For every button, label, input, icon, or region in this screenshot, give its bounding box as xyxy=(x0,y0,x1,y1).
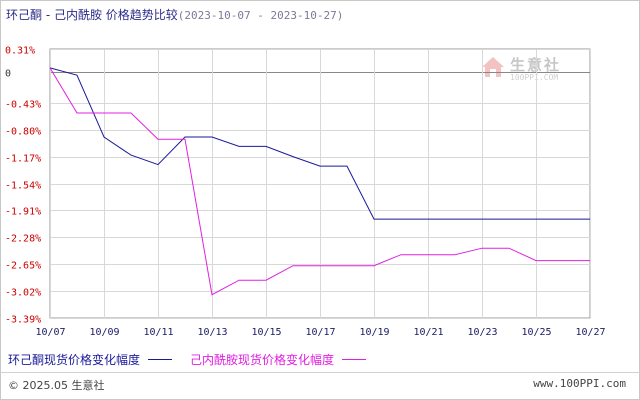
y-tick-label: -1.54% xyxy=(5,181,41,192)
y-tick-label: -1.17% xyxy=(5,154,41,165)
series-line-1 xyxy=(49,67,590,220)
chart-title: 环己酮 - 己内酰胺 价格趋势比较(2023-10-07 - 2023-10-2… xyxy=(6,6,343,23)
x-tick-label: 10/13 xyxy=(197,327,227,338)
x-tick-label: 10/19 xyxy=(359,327,389,338)
footer-bar xyxy=(0,372,640,399)
legend-label-series1: 环己酮现货价格变化幅度 xyxy=(8,353,141,367)
y-tick-label: -1.91% xyxy=(5,207,41,218)
y-tick-label: -2.28% xyxy=(5,234,41,245)
y-tick-label: -3.02% xyxy=(5,288,41,299)
x-tick-label: 10/11 xyxy=(143,327,173,338)
y-tick-label: 0 xyxy=(5,69,11,80)
legend-swatch-series2 xyxy=(342,359,367,360)
legend-swatch-series1 xyxy=(148,359,173,360)
x-tick-label: 10/27 xyxy=(575,327,605,338)
footer-link[interactable]: www.100PPI.com xyxy=(533,377,626,390)
y-tick-label: -3.39% xyxy=(5,315,41,326)
x-tick-label: 10/09 xyxy=(89,327,119,338)
x-tick-label: 10/17 xyxy=(305,327,335,338)
y-tick-label: -0.80% xyxy=(5,127,41,138)
legend-item-series1: 环己酮现货价格变化幅度 xyxy=(8,351,173,368)
chart-title-main: 环己酮 - 己内酰胺 价格趋势比较 xyxy=(6,8,178,22)
y-tick-label: -2.65% xyxy=(5,261,41,272)
watermark-url: 100PPI.COM xyxy=(510,73,559,82)
chart-date-range: (2023-10-07 - 2023-10-27) xyxy=(177,9,344,22)
watermark-name: 生意社 xyxy=(510,56,562,74)
y-tick-label: 0.31% xyxy=(5,46,35,57)
copyright-text: © 2025.05 生意社 xyxy=(8,379,105,392)
x-tick-label: 10/15 xyxy=(251,327,281,338)
x-tick-label: 10/23 xyxy=(467,327,497,338)
legend: 环己酮现货价格变化幅度 己内酰胺现货价格变化幅度 xyxy=(8,351,384,368)
legend-item-series2: 己内酰胺现货价格变化幅度 xyxy=(190,351,367,368)
x-tick-label: 10/07 xyxy=(35,327,65,338)
x-tick-label: 10/25 xyxy=(521,327,551,338)
legend-label-series2: 己内酰胺现货价格变化幅度 xyxy=(190,353,335,367)
series-line-2 xyxy=(49,67,590,296)
y-tick-label: -0.43% xyxy=(5,100,41,111)
x-tick-label: 10/21 xyxy=(413,327,443,338)
